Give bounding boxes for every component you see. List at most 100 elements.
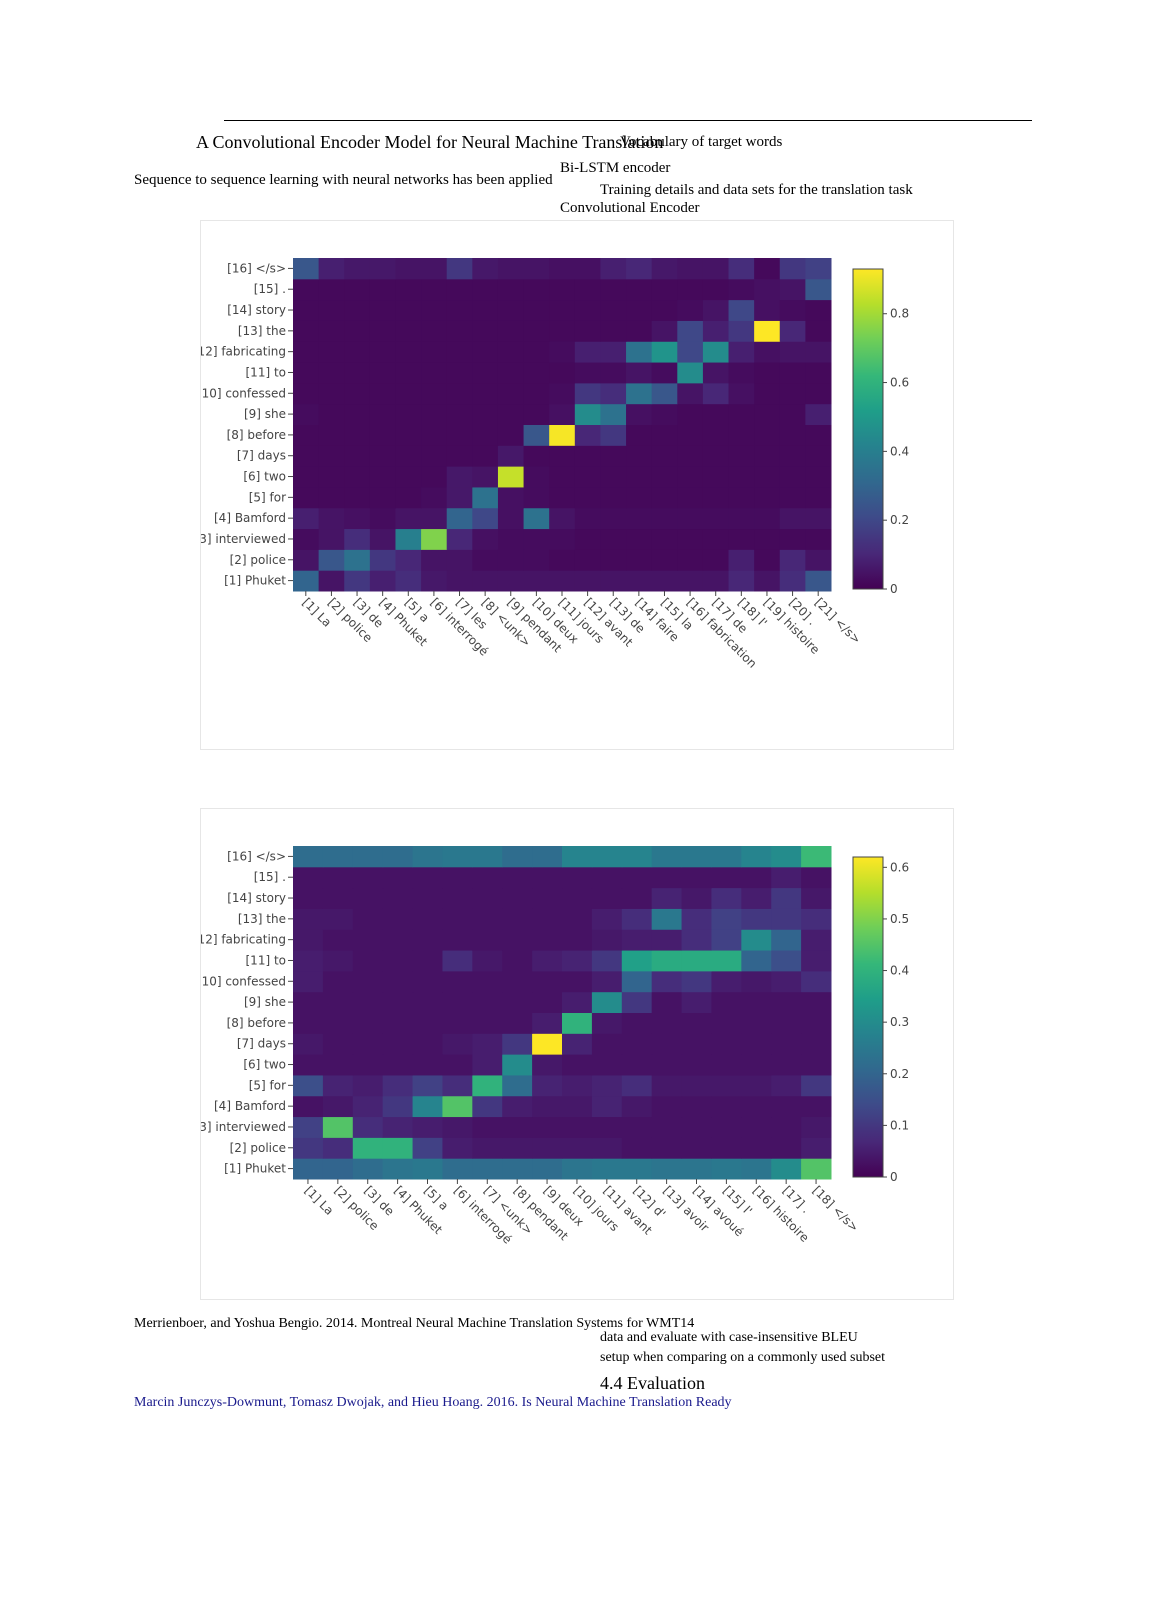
y-tick-label: [7] days — [237, 1037, 286, 1051]
heatmap-cell — [412, 991, 443, 1013]
heatmap-cell — [591, 887, 623, 909]
heatmap-cell — [421, 362, 448, 384]
heatmap-cell — [591, 846, 623, 868]
heatmap-cell — [771, 929, 802, 951]
heatmap-cell — [728, 466, 755, 488]
heatmap-cell — [412, 1012, 443, 1034]
heatmap-cell — [728, 549, 755, 571]
heatmap-cell — [681, 1137, 712, 1159]
heatmap-cell — [442, 1158, 473, 1180]
heatmap-cell — [805, 341, 832, 363]
heatmap-cell — [754, 258, 781, 280]
heatmap-cell — [711, 846, 742, 868]
heatmap-cell — [293, 866, 324, 889]
heatmap-cell — [754, 486, 781, 509]
heatmap-cell — [395, 528, 422, 550]
heatmap-cell — [322, 1137, 354, 1159]
heatmap-cell — [711, 887, 742, 909]
heatmap-cell — [621, 866, 653, 889]
heatmap-cell — [369, 299, 396, 321]
heatmap-cell — [442, 929, 473, 951]
heatmap-cell — [502, 1033, 533, 1055]
heatmap-cell — [600, 424, 627, 446]
y-tick-label: [9] she — [244, 995, 286, 1009]
heatmap-cell — [681, 950, 712, 972]
heatmap-cell — [472, 991, 503, 1013]
heatmap-cell — [574, 299, 601, 321]
heatmap-cell — [754, 299, 781, 321]
heatmap-cell — [681, 970, 712, 993]
heatmap-cell — [621, 929, 653, 951]
colorbar-tick-label: 0 — [890, 1170, 898, 1184]
heatmap-cell — [502, 866, 533, 889]
heatmap-cell — [369, 403, 396, 425]
heatmap-cell — [502, 908, 533, 930]
heatmap-cell — [472, 1158, 503, 1180]
heatmap-cell — [626, 258, 653, 280]
heatmap-cell — [591, 1054, 623, 1076]
heatmap-cell — [574, 570, 601, 592]
heatmap-cell — [651, 929, 683, 951]
heatmap-cell — [318, 549, 345, 571]
heatmap-cell — [382, 908, 414, 930]
heatmap-cell — [779, 424, 806, 446]
heatmap-cell — [651, 341, 678, 363]
heatmap-cell — [626, 382, 653, 405]
heatmap-cell — [293, 507, 320, 530]
heatmap-cell — [711, 1116, 742, 1138]
heatmap-cell — [318, 341, 345, 363]
heatmap-cell — [779, 362, 806, 384]
heatmap-cell — [395, 320, 422, 342]
heatmap-cell — [369, 466, 396, 488]
heatmap-cell — [562, 1012, 593, 1034]
heatmap-cell — [600, 320, 627, 342]
heatmap-cell — [741, 1033, 772, 1055]
heatmap-cell — [681, 866, 712, 889]
heatmap-cell — [502, 929, 533, 951]
heatmap-cells — [293, 258, 832, 592]
heatmap-cell — [344, 528, 371, 550]
heatmap-cell — [549, 445, 576, 467]
heatmap-cell — [442, 1012, 473, 1034]
heatmap-cell — [779, 382, 806, 405]
y-tick-label: [5] for — [249, 1078, 286, 1092]
heatmap-cell — [382, 1158, 414, 1180]
heatmap-cell — [779, 299, 806, 321]
heatmap-cell — [318, 278, 345, 301]
heatmap-cell — [318, 403, 345, 425]
heatmap-cell — [472, 507, 499, 530]
heatmap-cell — [771, 991, 802, 1013]
heatmap-cell — [446, 299, 473, 321]
heatmap-cell — [651, 991, 683, 1013]
heatmap-cell — [621, 1033, 653, 1055]
heatmap-cell — [472, 908, 503, 930]
heatmap-cell — [382, 991, 414, 1013]
heatmap-cell — [702, 320, 730, 342]
heatmap-cell — [591, 1033, 623, 1055]
heatmap-cell — [412, 887, 443, 909]
heatmap-cell — [382, 1033, 414, 1055]
heatmap-cell — [771, 887, 802, 909]
y-tick-label: [11] to — [246, 953, 287, 967]
heatmap-cell — [322, 1116, 354, 1138]
heatmap-cell — [801, 887, 832, 909]
heatmap-cell — [472, 1012, 503, 1034]
heatmap-cell — [779, 507, 806, 530]
heatmap-cell — [779, 258, 806, 280]
colorbar-tick-label: 0.5 — [890, 912, 909, 926]
heatmap-cell — [352, 1033, 384, 1055]
x-tick-label: [21] </s> — [812, 595, 864, 647]
heatmap-cell — [523, 549, 550, 571]
heatmap-cell — [681, 991, 712, 1013]
heatmap-cell — [779, 528, 806, 550]
heatmap-cell — [626, 320, 653, 342]
body-text-fragment: setup when comparing on a commonly used … — [600, 1350, 886, 1365]
heatmap-cell — [352, 1116, 384, 1138]
colorbar — [852, 268, 884, 590]
heatmap-cell — [728, 570, 755, 592]
heatmap-cell — [754, 466, 781, 488]
body-text-fragment: Sequence to sequence learning with neura… — [134, 172, 553, 188]
heatmap-cell — [626, 278, 653, 301]
reference-fragment: Merrienboer, and Yoshua Bengio. 2014. Mo… — [134, 1316, 695, 1331]
heatmap-cell — [382, 846, 414, 868]
